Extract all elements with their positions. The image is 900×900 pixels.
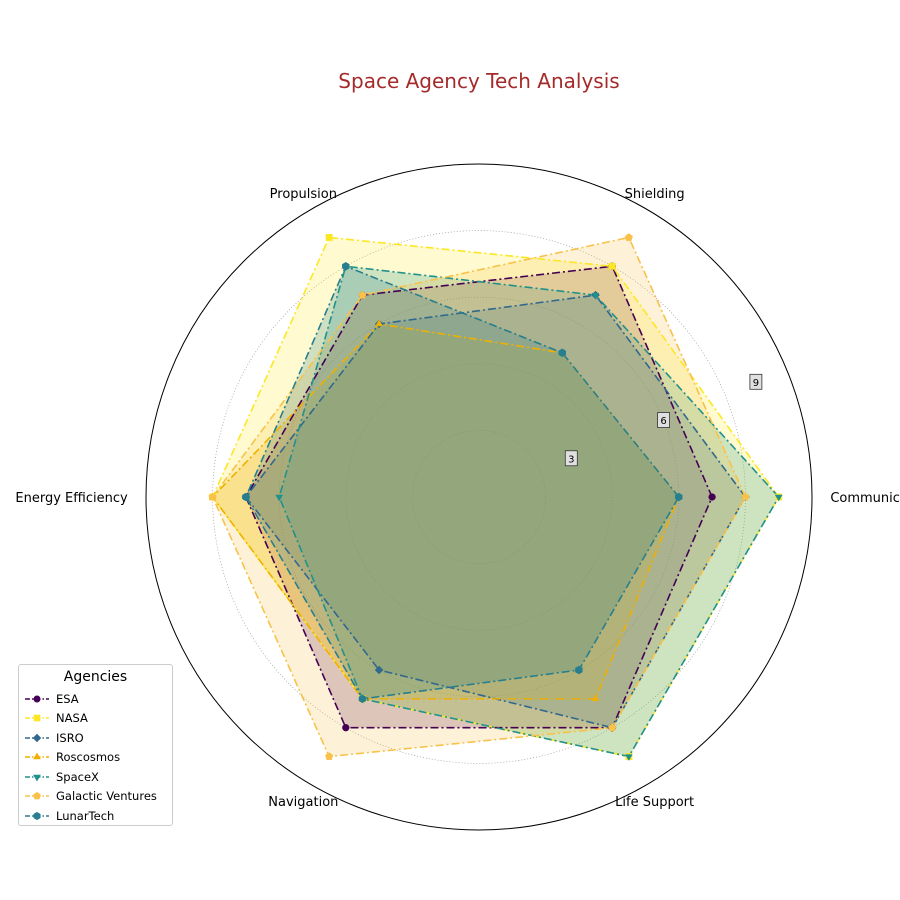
data-point [608,723,617,732]
data-point [374,665,384,675]
legend: Agencies ESA NASA ISRO Roscosmos SpaceX Galac… [18,664,173,826]
series-fill [279,266,779,757]
data-point [624,233,633,241]
legend-items: ESA NASA ISRO Roscosmos SpaceX Galactic Ventu… [19,689,172,826]
legend-swatch [25,733,49,742]
legend-label: Roscosmos [56,750,121,765]
axis-label: Propulsion [270,187,337,202]
outer-frame [145,163,813,831]
axis-label: Energy Efficiency [15,491,128,506]
legend-swatch [25,695,49,703]
data-point [591,694,600,702]
series-fill [245,266,713,728]
data-point [325,752,334,761]
legend-swatch [25,774,49,782]
data-point [624,754,633,762]
axis-labels: Communication Shielding Propulsion Energy E… [15,187,900,810]
legend-label: ESA [56,691,79,706]
legend-item: LunarTech [19,806,172,826]
legend-item: Roscosmos [19,748,172,768]
data-point [342,724,350,732]
legend-label: SpaceX [56,769,99,784]
data-point [591,292,600,300]
data-point [358,290,367,299]
data-point [208,492,217,501]
legend-item: Galactic Ventures [19,787,172,807]
series-fill [212,323,679,699]
legend-label: ISRO [56,730,84,745]
data-point [558,348,566,358]
legend-title: Agencies [63,669,128,685]
data-point [774,494,783,502]
series-markers [208,233,783,762]
data-point [342,262,350,271]
legend-item: SpaceX [19,767,172,787]
chart-title: Space Agency Tech Analysis [338,69,619,93]
axis-label: Shielding [625,187,685,202]
tick-label-group: 3 [564,450,578,467]
data-point [358,694,367,704]
legend-item: ISRO [19,728,172,748]
data-point [375,319,383,327]
data-point [741,492,750,501]
data-point [708,493,716,501]
axis-label: Life Support [615,795,694,810]
tick-label: 3 [568,454,574,465]
legend-label: Galactic Ventures [56,789,157,804]
legend-swatch [25,792,49,800]
tick-label-box [657,412,670,428]
data-point [242,492,250,502]
axis-label: Navigation [268,795,338,810]
tick-label-group: 9 [749,373,763,390]
tick-label: 9 [753,378,759,389]
tick-label: 6 [660,416,666,427]
data-point [575,665,583,675]
grid-circle [412,430,546,564]
data-point [325,234,333,241]
legend-item: NASA [19,709,172,729]
legend-label: LunarTech [56,808,115,823]
series-fills [212,237,779,757]
series-fill [245,266,679,699]
legend-label: NASA [56,711,88,726]
tick-label-box [564,450,578,467]
tick-label-box [749,373,763,390]
series-fill [245,295,746,728]
legend-swatch [25,752,49,760]
data-point [275,494,284,502]
data-point [675,492,683,502]
axis-label: Communication [830,491,900,506]
legend-swatch [25,714,49,722]
grid-circle [345,363,613,631]
series-fill [212,237,779,757]
legend-item: ESA [19,689,172,709]
radial-tick-labels: 3 6 9 [564,373,763,467]
legend-swatch [25,811,49,820]
data-point [608,262,616,270]
tick-label-group: 6 [657,412,670,428]
